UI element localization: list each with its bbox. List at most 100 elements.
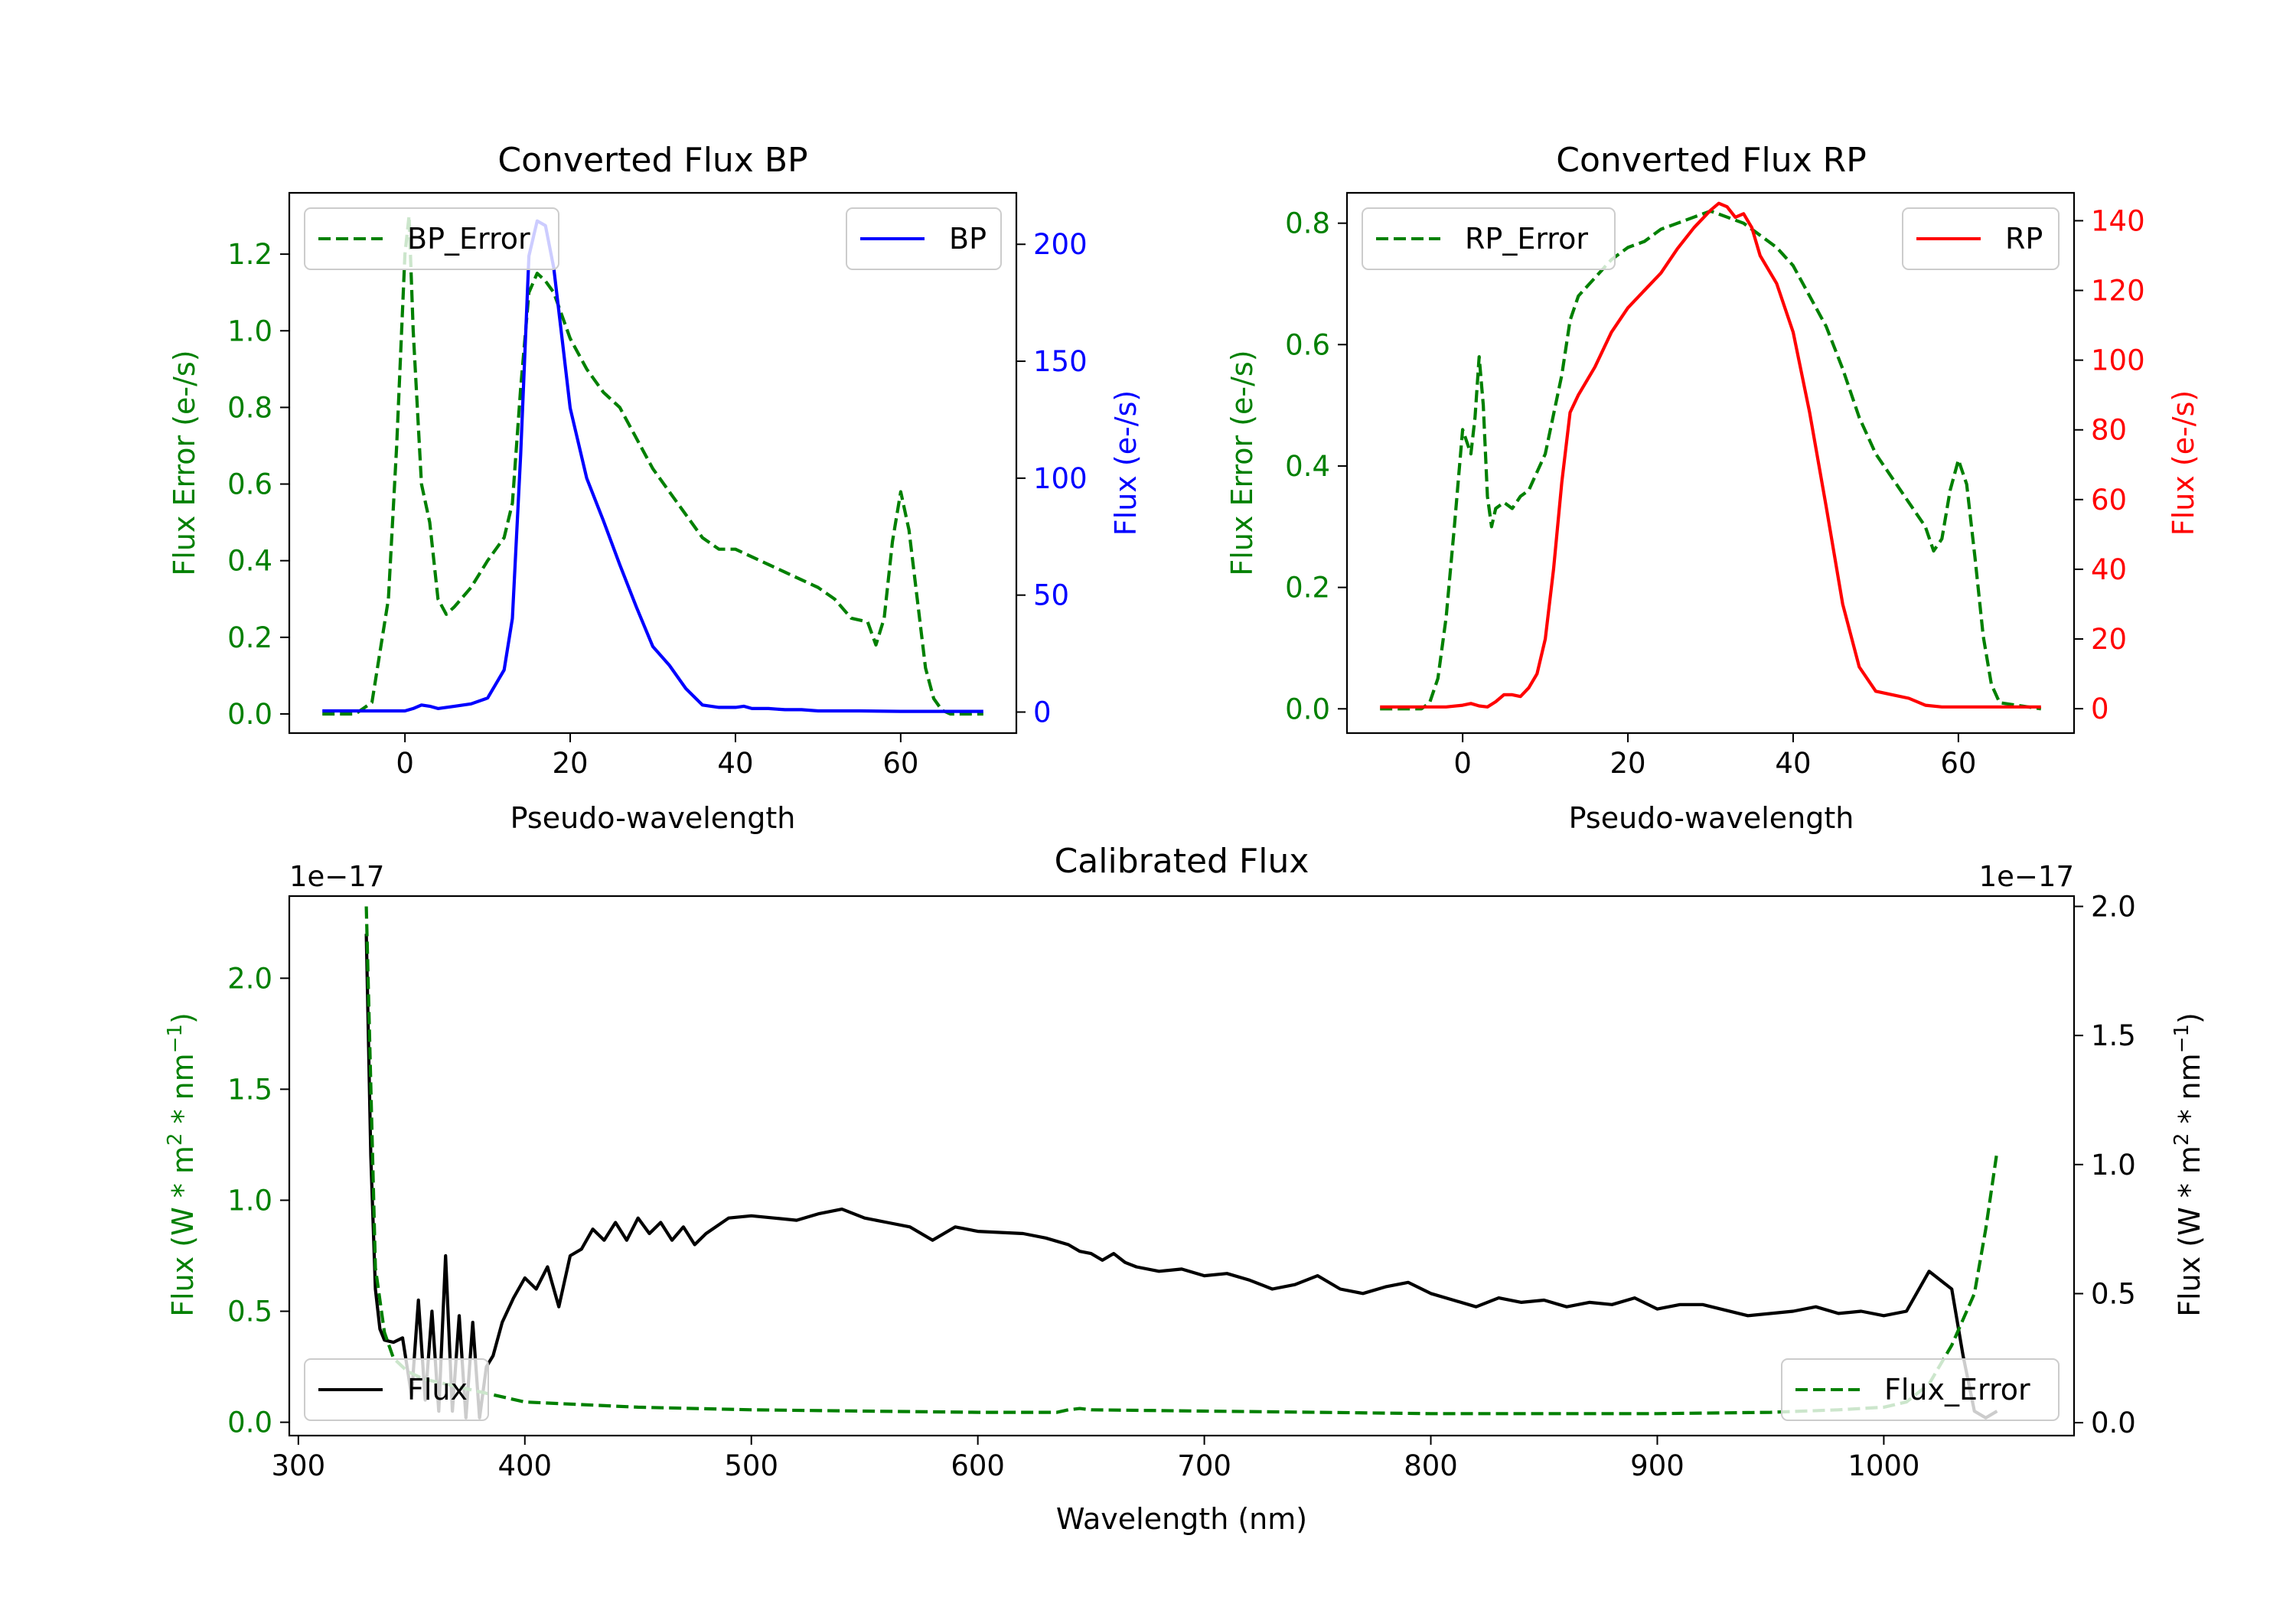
rp-x-tick-label: 0 bbox=[1453, 747, 1472, 780]
calibrated-right-offset: 1e−17 bbox=[1979, 860, 2074, 893]
bp-x-axis: 0 20 40 60 bbox=[396, 733, 918, 780]
bp-left-tick-label: 1.2 bbox=[227, 238, 272, 271]
calibrated-legend-flux-box bbox=[304, 1358, 489, 1421]
bp-legend-flux-label: BP bbox=[949, 222, 987, 256]
rp-right-tick-label: 40 bbox=[2091, 553, 2127, 586]
calibrated-legend-flux-label: Flux bbox=[407, 1373, 468, 1407]
rp-series-rp bbox=[1380, 201, 2041, 709]
rp-series-rp-error bbox=[1380, 209, 2042, 711]
rp-x-label: Pseudo-wavelength bbox=[1569, 801, 1854, 835]
bp-left-tick-label: 0.2 bbox=[227, 621, 272, 654]
bp-right-axis: 0 50 100 150 200 bbox=[1016, 228, 1088, 729]
rp-right-tick-label: 80 bbox=[2091, 414, 2127, 447]
rp-x-axis: 0 20 40 60 bbox=[1453, 733, 1976, 780]
bp-plot-area bbox=[322, 214, 983, 716]
cal-series-flux bbox=[364, 934, 1998, 1420]
rp-right-tick-label: 120 bbox=[2091, 275, 2145, 308]
bp-left-tick-label: 0.4 bbox=[227, 545, 272, 578]
bp-axes-frame bbox=[288, 191, 1018, 735]
calibrated-left-offset: 1e−17 bbox=[289, 860, 384, 893]
bp-series-bp bbox=[322, 219, 983, 713]
rp-left-tick-label: 0.4 bbox=[1285, 450, 1330, 483]
bp-right-tick-label: 100 bbox=[1033, 462, 1088, 495]
rp-plot-area bbox=[1380, 201, 2042, 711]
rp-x-tick-label: 20 bbox=[1609, 747, 1645, 780]
calibrated-x-axis: 300 400 500 600 700 800 900 1000 bbox=[272, 1436, 1919, 1482]
cal-right-tick-label: 2.0 bbox=[2091, 890, 2136, 923]
cal-x-tick-label: 500 bbox=[724, 1449, 778, 1482]
cal-x-tick-label: 600 bbox=[951, 1449, 1005, 1482]
rp-axes-frame bbox=[1345, 191, 2076, 735]
cal-x-tick-label: 300 bbox=[272, 1449, 326, 1482]
cal-x-tick-label: 400 bbox=[497, 1449, 552, 1482]
rp-legend-flux-label: RP bbox=[2005, 222, 2043, 256]
bp-left-tick-label: 1.0 bbox=[227, 315, 272, 347]
bp-legend-error-box bbox=[304, 207, 559, 270]
rp-title: Converted Flux RP bbox=[1556, 141, 1867, 180]
calibrated-left-axis: 0.0 0.5 1.0 1.5 2.0 bbox=[227, 962, 289, 1439]
calibrated-legend-error-label: Flux_Error bbox=[1884, 1373, 2030, 1407]
bp-title: Converted Flux BP bbox=[497, 141, 807, 180]
rp-right-tick-label: 100 bbox=[2091, 344, 2145, 377]
rp-legend-error-label: RP_Error bbox=[1465, 222, 1588, 256]
rp-right-tick-label: 20 bbox=[2091, 623, 2127, 656]
cal-left-tick-label: 2.0 bbox=[227, 962, 272, 995]
bp-legend-flux: BP bbox=[846, 207, 1002, 270]
rp-left-axis: 0.0 0.2 0.4 0.6 0.8 bbox=[1285, 207, 1347, 725]
bp-x-tick-label: 20 bbox=[552, 747, 588, 780]
rp-right-tick-label: 0 bbox=[2091, 693, 2109, 725]
bp-series-bp-error bbox=[322, 214, 983, 716]
bp-right-tick-label: 150 bbox=[1033, 345, 1088, 378]
cal-left-tick-label: 1.5 bbox=[227, 1073, 272, 1106]
rp-x-tick-label: 60 bbox=[1940, 747, 1976, 780]
calibrated-left-y-label: Flux (W * m2 * nm−1) bbox=[164, 1012, 200, 1317]
calibrated-right-axis: 0.0 0.5 1.0 1.5 2.0 bbox=[2074, 890, 2136, 1439]
bp-x-label: Pseudo-wavelength bbox=[510, 801, 796, 835]
calibrated-x-label: Wavelength (nm) bbox=[1056, 1502, 1307, 1536]
rp-legend-flux: RP bbox=[1902, 207, 2060, 270]
cal-right-tick-label: 0.0 bbox=[2091, 1407, 2136, 1439]
calibrated-legend-error-box bbox=[1781, 1358, 2060, 1421]
rp-left-y-label: Flux Error (e-/s) bbox=[1225, 350, 1259, 575]
cal-left-tick-label: 0.5 bbox=[227, 1296, 272, 1328]
panel-calibrated: Calibrated Flux 1e−17 1e−17 300 400 500 600… bbox=[164, 842, 2206, 1536]
bp-left-axis: 0.0 0.2 0.4 0.6 0.8 1.0 1.2 bbox=[227, 238, 289, 731]
rp-right-axis: 0 20 40 60 80 100 120 140 bbox=[2074, 204, 2145, 725]
cal-left-tick-label: 1.0 bbox=[227, 1184, 272, 1217]
panel-rp: Converted Flux RP 0 20 40 60 0.00.20.40.60.… bbox=[1225, 141, 2200, 835]
rp-right-tick-label: 60 bbox=[2091, 484, 2127, 517]
bp-x-tick-label: 60 bbox=[882, 747, 918, 780]
bp-legend-error-label: BP_Error bbox=[407, 222, 530, 256]
cal-right-tick-label: 1.5 bbox=[2091, 1019, 2136, 1052]
bp-x-tick-label: 40 bbox=[717, 747, 753, 780]
rp-right-y-label: Flux (e-/s) bbox=[2167, 390, 2200, 536]
cal-x-tick-label: 900 bbox=[1630, 1449, 1684, 1482]
cal-right-tick-label: 1.0 bbox=[2091, 1149, 2136, 1182]
bp-right-tick-label: 0 bbox=[1033, 696, 1052, 729]
calibrated-legend-error: Flux_Error bbox=[1781, 1358, 2060, 1421]
rp-x-tick-label: 40 bbox=[1775, 747, 1811, 780]
rp-left-tick-label: 0.0 bbox=[1285, 693, 1330, 725]
bp-legend-error: BP_Error bbox=[304, 207, 559, 270]
rp-right-tick-label: 140 bbox=[2091, 204, 2145, 237]
calibrated-right-y-label: Flux (W * m2 * nm−1) bbox=[2170, 1012, 2206, 1317]
bp-left-y-label: Flux Error (e-/s) bbox=[168, 350, 201, 575]
cal-right-tick-label: 0.5 bbox=[2091, 1277, 2136, 1310]
bp-left-tick-label: 0.0 bbox=[227, 698, 272, 731]
bp-x-tick-label: 0 bbox=[396, 747, 414, 780]
calibrated-title: Calibrated Flux bbox=[1055, 842, 1309, 881]
calibrated-legend-flux: Flux bbox=[304, 1358, 489, 1421]
cal-left-tick-label: 0.0 bbox=[227, 1407, 272, 1439]
bp-left-tick-label: 0.6 bbox=[227, 468, 272, 501]
bp-left-tick-label: 0.8 bbox=[227, 391, 272, 424]
bp-right-y-label: Flux (e-/s) bbox=[1109, 390, 1143, 536]
cal-x-tick-label: 800 bbox=[1404, 1449, 1458, 1482]
rp-left-tick-label: 0.2 bbox=[1285, 572, 1330, 605]
bp-right-tick-label: 50 bbox=[1033, 579, 1069, 612]
panel-bp: Converted Flux BP 0 20 40 60 0.00.20.40.60.… bbox=[168, 141, 1143, 835]
cal-x-tick-label: 1000 bbox=[1848, 1449, 1919, 1482]
rp-left-tick-label: 0.8 bbox=[1285, 207, 1330, 240]
cal-x-tick-label: 700 bbox=[1177, 1449, 1231, 1482]
rp-legend-error: RP_Error bbox=[1362, 207, 1616, 270]
